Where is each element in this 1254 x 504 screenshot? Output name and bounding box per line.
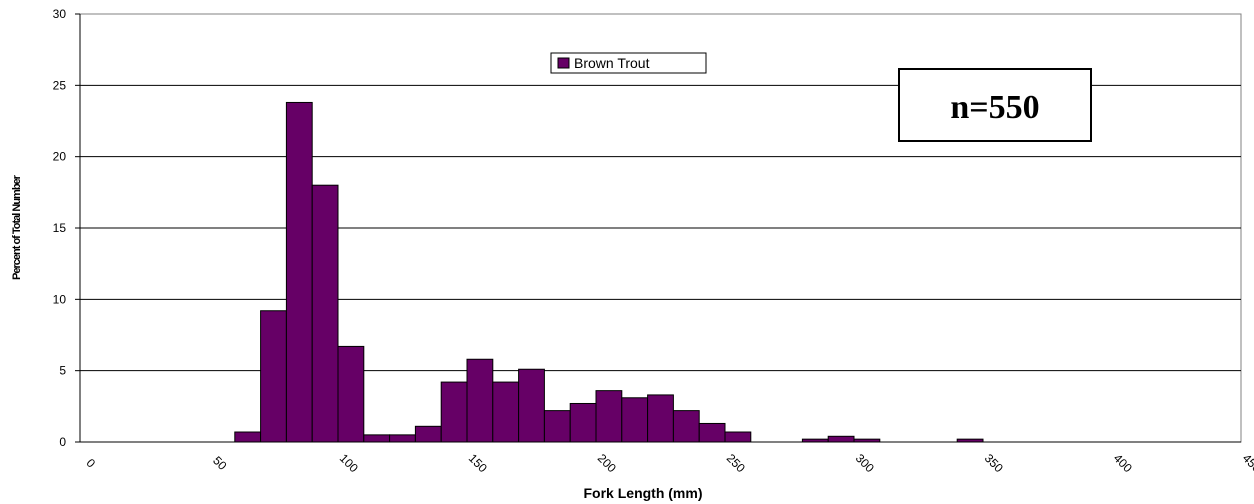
x-tick-labels: 0 50 100 150 200 250 300 350 400 450 <box>84 451 1254 475</box>
histogram-bar <box>595 390 623 443</box>
histogram-bar <box>337 345 365 443</box>
histogram-bar <box>672 410 700 443</box>
histogram-bar <box>647 394 674 443</box>
histogram-bar <box>466 358 494 443</box>
histogram-bar <box>414 425 442 443</box>
x-tick-label: 250 <box>724 451 748 475</box>
x-tick-label: 100 <box>337 451 361 475</box>
y-axis-title: Percent of Total Number <box>11 174 23 280</box>
x-tick-label: 450 <box>1240 451 1254 475</box>
sample-size-box <box>898 68 1092 142</box>
histogram-bar <box>492 381 520 443</box>
histogram-bar <box>389 434 416 443</box>
y-tick-label: 10 <box>53 292 67 306</box>
x-tick-label: 350 <box>982 451 1006 475</box>
x-tick-label: 150 <box>466 451 490 475</box>
y-tick-label: 0 <box>59 435 66 449</box>
y-tick-labels: 0 5 10 15 20 25 30 <box>53 7 67 449</box>
legend-swatch <box>557 57 570 69</box>
histogram-bar <box>569 402 597 443</box>
bars <box>234 101 984 443</box>
y-tick-label: 15 <box>53 221 67 235</box>
histogram-bar <box>724 431 752 443</box>
y-tick-label: 5 <box>59 364 66 378</box>
histogram-bar <box>363 434 391 443</box>
x-tick-label: 0 <box>84 456 99 471</box>
histogram-bar <box>311 184 339 443</box>
sample-size-label: n=550 <box>950 89 1039 126</box>
axes <box>75 13 1241 443</box>
x-tick-label: 50 <box>210 453 230 473</box>
legend: Brown Trout <box>550 52 707 74</box>
y-tick-label: 20 <box>53 150 67 164</box>
y-tick-label: 30 <box>53 7 67 21</box>
histogram-bar <box>621 397 649 443</box>
x-axis-title: Fork Length (mm) <box>584 485 703 501</box>
histogram-bar <box>543 410 571 443</box>
x-tick-label: 300 <box>853 451 877 475</box>
histogram-bar <box>518 368 545 443</box>
legend-label: Brown Trout <box>574 55 650 71</box>
histogram-bar <box>285 101 313 443</box>
histogram-bar <box>234 431 262 443</box>
sample-size-annotation: n=550 <box>898 68 1092 142</box>
histogram-bar <box>827 435 855 443</box>
histogram-bar <box>440 381 468 443</box>
histogram-bar <box>698 422 726 443</box>
histogram-bar <box>260 310 287 443</box>
x-tick-label: 200 <box>595 451 619 475</box>
legend-box <box>550 52 707 74</box>
x-tick-label: 400 <box>1111 451 1135 475</box>
y-tick-label: 25 <box>53 78 67 92</box>
